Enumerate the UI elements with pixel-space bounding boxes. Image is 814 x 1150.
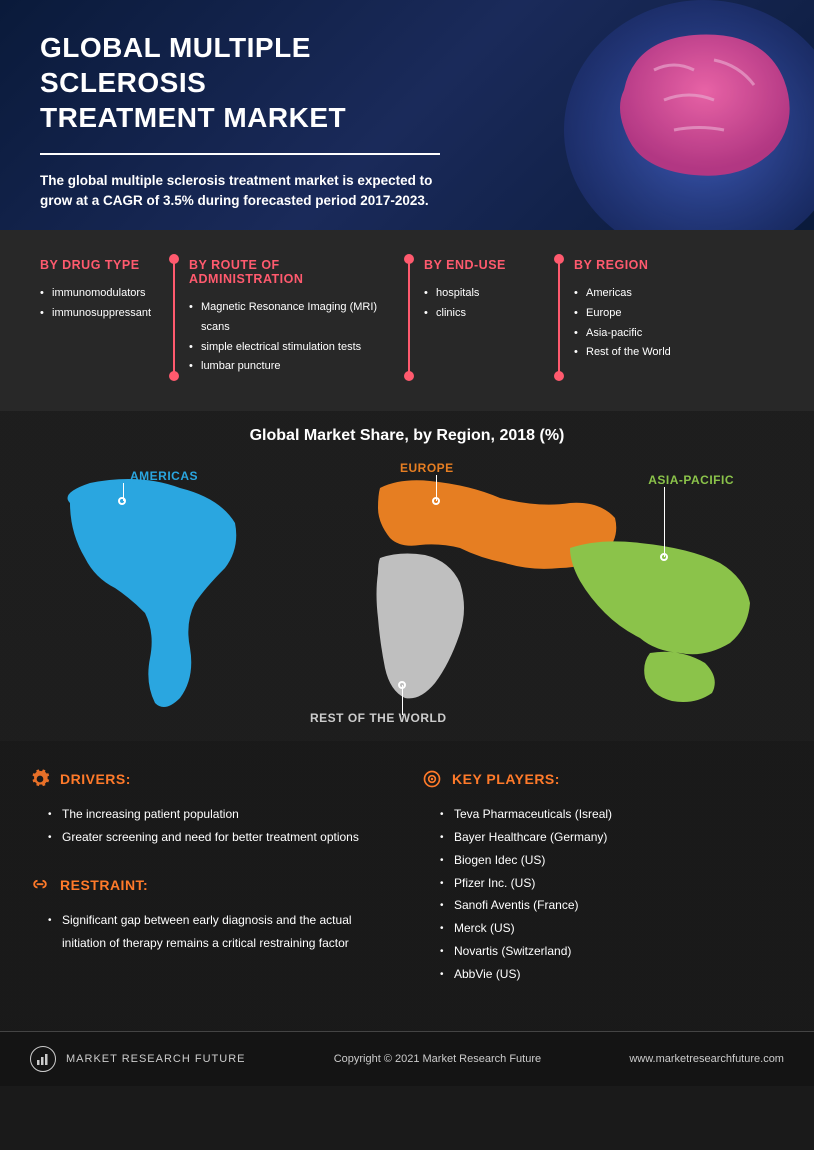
footer-brand: MARKET RESEARCH FUTURE (30, 1046, 245, 1072)
title-line-2: TREATMENT MARKET (40, 102, 346, 133)
restraint-title-text: RESTRAINT: (60, 877, 148, 893)
list-item: Teva Pharmaceuticals (Isreal) (440, 803, 784, 826)
list-item: AbbVie (US) (440, 963, 784, 986)
target-icon (422, 769, 442, 789)
footer: MARKET RESEARCH FUTURE Copyright © 2021 … (0, 1031, 814, 1086)
drivers-list: The increasing patient population Greate… (30, 803, 392, 849)
list-item: Sanofi Aventis (France) (440, 894, 784, 917)
list-item: Asia-pacific (574, 324, 782, 344)
list-item: lumbar puncture (189, 357, 394, 377)
region-label-asia: ASIA-PACIFIC (648, 473, 734, 487)
list-item: Europe (574, 304, 782, 324)
category-title: BY REGION (574, 258, 782, 272)
list-item: hospitals (424, 284, 544, 304)
segmentation-row: BY DRUG TYPE immunomodulators immunosupp… (0, 230, 814, 411)
list-item: Novartis (Switzerland) (440, 940, 784, 963)
header-banner: GLOBAL MULTIPLE SCLEROSIS TREATMENT MARK… (0, 0, 814, 230)
category-list: immunomodulators immunosuppressant (40, 284, 159, 324)
list-item: clinics (424, 304, 544, 324)
left-column: DRIVERS: The increasing patient populati… (30, 769, 392, 997)
right-column: KEY PLAYERS: Teva Pharmaceuticals (Isrea… (422, 769, 784, 997)
category-route: BY ROUTE OF ADMINISTRATION Magnetic Reso… (173, 258, 408, 377)
category-list: hospitals clinics (424, 284, 544, 324)
list-item: immunomodulators (40, 284, 159, 304)
category-list: Americas Europe Asia-pacific Rest of the… (574, 284, 782, 363)
brain-illustration (514, 0, 814, 230)
list-item: Americas (574, 284, 782, 304)
link-icon (30, 875, 50, 895)
category-title: BY ROUTE OF ADMINISTRATION (189, 258, 394, 286)
players-heading: KEY PLAYERS: (422, 769, 784, 789)
drivers-title-text: DRIVERS: (60, 771, 131, 787)
list-item: Significant gap between early diagnosis … (48, 909, 392, 955)
region-label-americas: AMERICAS (130, 469, 198, 483)
restraint-heading: RESTRAINT: (30, 875, 392, 895)
category-title: BY END-USE (424, 258, 544, 272)
list-item: Biogen Idec (US) (440, 849, 784, 872)
category-drug-type: BY DRUG TYPE immunomodulators immunosupp… (18, 258, 173, 377)
map-title: Global Market Share, by Region, 2018 (%) (0, 427, 814, 445)
region-label-rest: REST OF THE WORLD (310, 711, 447, 725)
list-item: Merck (US) (440, 917, 784, 940)
bottom-section: DRIVERS: The increasing patient populati… (0, 741, 814, 1031)
restraint-list: Significant gap between early diagnosis … (30, 909, 392, 955)
footer-url: www.marketresearchfuture.com (629, 1053, 784, 1065)
map-section: Global Market Share, by Region, 2018 (%)… (0, 411, 814, 741)
list-item: The increasing patient population (48, 803, 392, 826)
players-title-text: KEY PLAYERS: (452, 771, 560, 787)
list-item: Magnetic Resonance Imaging (MRI) scans (189, 298, 394, 338)
list-item: immunosuppressant (40, 304, 159, 324)
list-item: Bayer Healthcare (Germany) (440, 826, 784, 849)
list-item: Rest of the World (574, 343, 782, 363)
list-item: Pfizer Inc. (US) (440, 872, 784, 895)
list-item: Greater screening and need for better tr… (48, 826, 392, 849)
world-map: AMERICAS EUROPE ASIA-PACIFIC REST OF THE… (0, 453, 814, 733)
list-item: simple electrical stimulation tests (189, 338, 394, 358)
page-title: GLOBAL MULTIPLE SCLEROSIS TREATMENT MARK… (40, 30, 470, 135)
header-subtitle: The global multiple sclerosis treatment … (40, 171, 440, 212)
title-divider (40, 153, 440, 155)
category-title: BY DRUG TYPE (40, 258, 159, 272)
category-region: BY REGION Americas Europe Asia-pacific R… (558, 258, 796, 377)
title-line-1: GLOBAL MULTIPLE SCLEROSIS (40, 32, 311, 98)
drivers-heading: DRIVERS: (30, 769, 392, 789)
players-list: Teva Pharmaceuticals (Isreal) Bayer Heal… (422, 803, 784, 985)
category-list: Magnetic Resonance Imaging (MRI) scans s… (189, 298, 394, 377)
region-label-europe: EUROPE (400, 461, 454, 475)
footer-copyright: Copyright © 2021 Market Research Future (334, 1053, 541, 1065)
footer-brand-text: MARKET RESEARCH FUTURE (66, 1053, 245, 1065)
category-end-use: BY END-USE hospitals clinics (408, 258, 558, 377)
gear-icon (30, 769, 50, 789)
brand-logo-icon (30, 1046, 56, 1072)
